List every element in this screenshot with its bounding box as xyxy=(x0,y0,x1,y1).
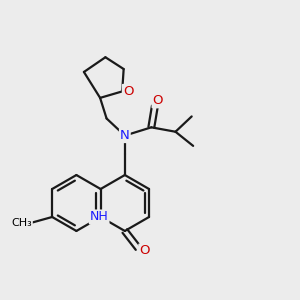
Text: N: N xyxy=(120,129,130,142)
Text: NH: NH xyxy=(90,211,109,224)
Text: O: O xyxy=(123,85,133,98)
Text: O: O xyxy=(139,244,150,257)
Text: O: O xyxy=(153,94,163,107)
Text: CH₃: CH₃ xyxy=(11,218,32,228)
